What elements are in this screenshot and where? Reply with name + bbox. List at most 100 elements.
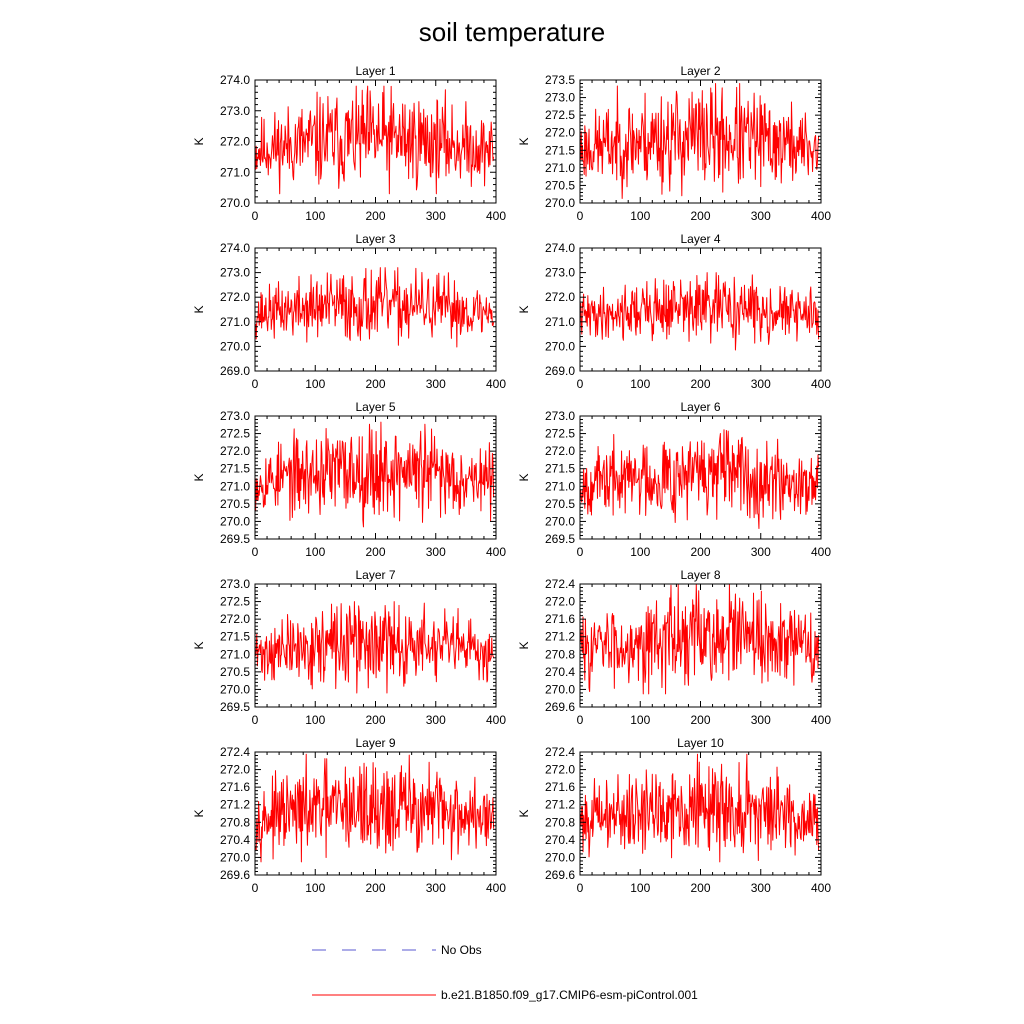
y-axis-label: K <box>517 641 531 649</box>
x-tick-label: 0 <box>577 209 584 223</box>
y-tick-label: 272.0 <box>220 135 250 149</box>
x-tick-label: 100 <box>305 377 325 391</box>
x-tick-label: 0 <box>252 377 259 391</box>
x-tick-label: 100 <box>630 209 650 223</box>
y-tick-label: 273.0 <box>545 409 575 423</box>
x-tick-label: 100 <box>630 545 650 559</box>
y-tick-label: 272.5 <box>545 108 575 122</box>
x-tick-label: 300 <box>426 209 446 223</box>
y-tick-label: 271.2 <box>545 798 575 812</box>
y-tick-label: 270.0 <box>220 682 250 696</box>
x-tick-label: 0 <box>577 881 584 895</box>
y-tick-label: 271.6 <box>545 780 575 794</box>
panel-layer-7: Layer 7 K 0 100 200 300 400 269.5 270.0 270.5 271.… <box>192 568 506 727</box>
y-tick-label: 270.0 <box>220 196 250 210</box>
y-tick-label: 271.5 <box>545 462 575 476</box>
y-tick-label: 270.0 <box>220 850 250 864</box>
x-tick-label: 300 <box>426 377 446 391</box>
legend-model-label: b.e21.B1850.f09_g17.CMIP6-esm-piControl.… <box>441 988 698 1002</box>
y-tick-label: 271.2 <box>220 798 250 812</box>
x-tick-label: 400 <box>811 545 831 559</box>
x-tick-label: 300 <box>751 209 771 223</box>
y-axis-label: K <box>192 473 206 481</box>
x-tick-label: 0 <box>252 713 259 727</box>
y-tick-label: 271.0 <box>220 479 250 493</box>
y-tick-label: 272.0 <box>220 290 250 304</box>
y-tick-label: 269.5 <box>220 532 250 546</box>
x-tick-label: 400 <box>486 881 506 895</box>
series-line <box>255 753 495 863</box>
y-tick-label: 273.0 <box>220 409 250 423</box>
y-tick-label: 272.0 <box>545 126 575 140</box>
y-tick-label: 271.0 <box>220 315 250 329</box>
y-tick-label: 272.0 <box>545 595 575 609</box>
series-line <box>580 753 820 863</box>
y-tick-label: 272.0 <box>220 444 250 458</box>
panel-title: Layer 3 <box>355 232 395 246</box>
y-tick-label: 270.0 <box>545 196 575 210</box>
x-tick-label: 300 <box>751 713 771 727</box>
y-axis-label: K <box>517 809 531 817</box>
panel-layer-5: Layer 5 K 0 100 200 300 400 269.5 270.0 270.5 271.… <box>192 400 506 559</box>
y-tick-label: 270.8 <box>545 815 575 829</box>
panel-title: Layer 4 <box>680 232 720 246</box>
x-tick-label: 400 <box>811 377 831 391</box>
panel-layer-9: Layer 9 K 0 100 200 300 400 269.6 270.0 270.4 270.… <box>192 736 506 895</box>
series-line <box>255 601 495 694</box>
panel-title: Layer 9 <box>355 736 395 750</box>
x-tick-label: 400 <box>486 377 506 391</box>
panel-layer-6: Layer 6 K 0 100 200 300 400 269.5 270.0 270.5 271.… <box>517 400 831 559</box>
panel-title: Layer 5 <box>355 400 395 414</box>
y-tick-label: 269.5 <box>545 532 575 546</box>
x-tick-label: 400 <box>486 545 506 559</box>
y-tick-label: 271.2 <box>545 630 575 644</box>
y-tick-label: 271.6 <box>220 780 250 794</box>
series-line <box>580 272 820 351</box>
panel-title: Layer 7 <box>355 568 395 582</box>
y-tick-label: 272.0 <box>545 444 575 458</box>
series-line <box>580 429 820 529</box>
y-tick-label: 270.0 <box>545 682 575 696</box>
y-axis-label: K <box>192 809 206 817</box>
x-tick-label: 300 <box>751 881 771 895</box>
y-tick-label: 273.0 <box>220 266 250 280</box>
panel-title: Layer 2 <box>680 64 720 78</box>
y-tick-label: 273.0 <box>545 91 575 105</box>
x-tick-label: 400 <box>486 209 506 223</box>
panel-layer-4: Layer 4 K 0 100 200 300 400 269.0 270.0 271.0 272.… <box>517 232 831 391</box>
y-axis-label: K <box>517 473 531 481</box>
y-tick-label: 272.0 <box>220 612 250 626</box>
x-tick-label: 200 <box>690 209 710 223</box>
x-tick-label: 300 <box>751 545 771 559</box>
y-tick-label: 271.6 <box>545 612 575 626</box>
y-tick-label: 270.0 <box>220 339 250 353</box>
y-tick-label: 272.4 <box>545 745 575 759</box>
y-tick-label: 271.0 <box>220 647 250 661</box>
x-tick-label: 200 <box>690 377 710 391</box>
x-tick-label: 400 <box>486 713 506 727</box>
x-tick-label: 300 <box>426 881 446 895</box>
x-tick-label: 0 <box>577 713 584 727</box>
x-tick-label: 300 <box>751 377 771 391</box>
x-tick-label: 100 <box>630 713 650 727</box>
y-tick-label: 272.5 <box>220 595 250 609</box>
legend-no-obs-label: No Obs <box>441 943 482 957</box>
panel-grid: Layer 1 K 0 100 200 300 400 270.0 271.0 272.0 273.… <box>192 64 831 895</box>
y-tick-label: 271.5 <box>545 143 575 157</box>
panel-layer-8: Layer 8 K 0 100 200 300 400 269.6 270.0 270.4 270.… <box>517 568 831 727</box>
series-line <box>255 85 495 195</box>
x-tick-label: 100 <box>305 209 325 223</box>
y-tick-label: 270.4 <box>220 833 250 847</box>
y-axis-label: K <box>192 305 206 313</box>
x-tick-label: 300 <box>426 545 446 559</box>
x-tick-label: 200 <box>365 545 385 559</box>
x-tick-label: 200 <box>365 209 385 223</box>
y-axis-label: K <box>192 641 206 649</box>
x-tick-label: 100 <box>305 545 325 559</box>
x-tick-label: 0 <box>577 377 584 391</box>
y-tick-label: 269.0 <box>545 364 575 378</box>
y-tick-label: 270.4 <box>545 833 575 847</box>
y-tick-label: 274.0 <box>220 73 250 87</box>
y-tick-label: 271.0 <box>545 161 575 175</box>
x-tick-label: 200 <box>690 881 710 895</box>
